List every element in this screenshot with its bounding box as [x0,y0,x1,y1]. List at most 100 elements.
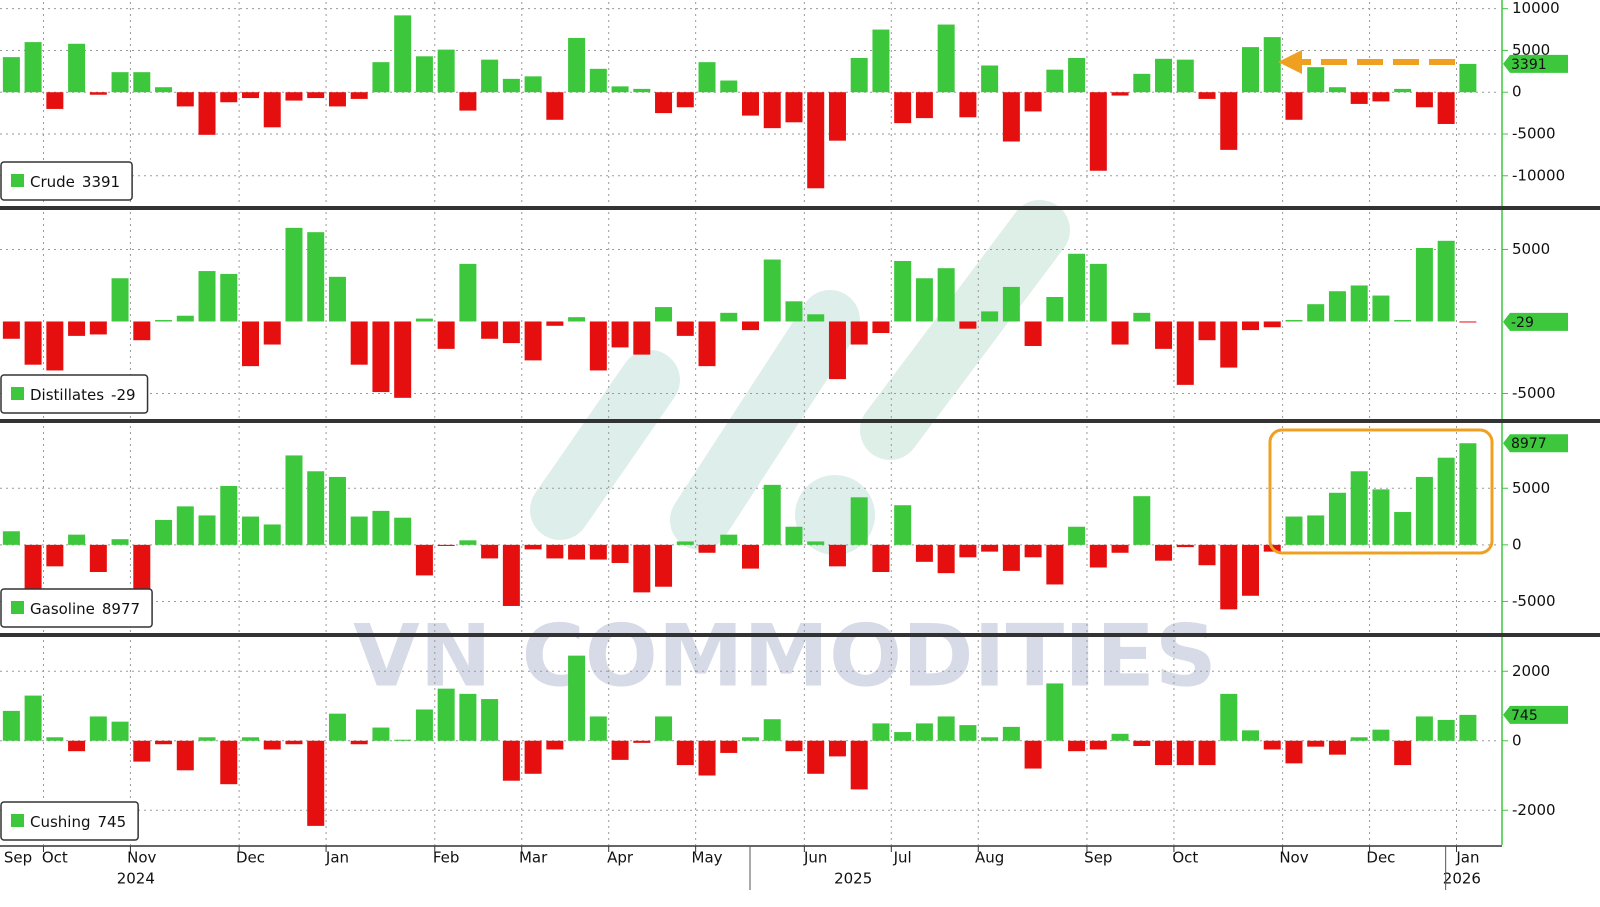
bar [1155,544,1173,561]
bar [785,526,803,545]
bar [981,544,999,552]
bar [1285,92,1303,120]
legend-value: 8977 [102,600,140,618]
bar [328,713,346,741]
bar [285,227,303,322]
legend-name: Gasoline [30,600,95,618]
bar [437,688,455,741]
panel-separator [0,633,1600,637]
bar [155,320,173,322]
bar [1394,88,1412,93]
bar [459,693,477,741]
bar [1307,515,1325,545]
x-tick-label: Jun [803,849,827,867]
bar [350,92,368,99]
bar [1155,58,1173,93]
bar [502,321,520,344]
legend-name: Cushing [30,813,91,831]
bar [1459,63,1477,93]
bar [1133,740,1151,746]
bar [285,455,303,545]
bar [763,719,781,741]
bar [1176,321,1194,385]
bar [676,740,694,766]
bar [1285,516,1303,545]
bar [546,92,564,120]
bar [68,534,86,545]
bar [785,92,803,123]
bar [1350,471,1368,545]
bar [1415,716,1433,741]
bar [1002,286,1020,322]
bar [1068,740,1086,752]
value-tag [1503,54,1568,73]
bar [524,544,542,550]
bar [68,43,86,93]
bar [328,92,346,107]
bar [1089,263,1107,322]
bar [915,92,933,119]
bar [676,321,694,336]
bar [263,524,281,545]
bar [742,92,759,116]
bar [850,57,868,93]
bar [763,92,781,129]
bar [720,80,738,93]
bar [1220,92,1238,150]
legend-swatch [11,814,24,827]
bar [1024,321,1042,346]
bar [2,531,20,545]
bar [1046,544,1064,585]
panel-separator [0,206,1600,210]
bar [111,539,129,545]
bar [155,740,173,745]
bar [1089,544,1107,568]
y-tick-label: 5000 [1512,41,1550,59]
bar [89,716,107,741]
bar [307,92,325,99]
annotation-arrowhead [1278,50,1302,74]
x-tick-label: Jan [1455,849,1479,867]
bar [589,321,607,371]
bar [915,544,933,562]
bar [633,88,651,93]
bar [1459,443,1477,545]
bar [850,321,868,345]
legend-label: Gasoline 8977 [30,600,140,618]
bar [1372,92,1390,102]
bar [1394,740,1412,766]
bar [415,318,433,322]
bar [220,740,238,785]
bar [894,260,912,322]
bar [459,540,477,545]
bar [872,321,890,334]
bar [481,699,499,741]
bar [502,740,520,781]
bar [437,544,455,546]
bar [1372,729,1390,741]
bar [46,544,64,567]
bar [1263,321,1281,328]
bar [524,740,542,774]
bar [1220,321,1238,368]
x-tick-label: Oct [1172,849,1198,867]
x-tick-label: Apr [607,849,634,867]
bar [1285,320,1303,322]
y-tick-label: -10000 [1512,166,1565,184]
bar [481,544,499,559]
bar [394,15,412,93]
bar [1437,240,1455,322]
bar [915,723,933,741]
bar [307,740,325,826]
bar [1415,92,1433,108]
bar [872,723,890,741]
bar [1198,321,1216,341]
bar [1089,740,1107,750]
bar [981,737,999,741]
bar [263,740,281,750]
bar [589,716,607,741]
bar [285,92,303,101]
bar [807,740,825,774]
y-tick-label: -2000 [1512,801,1556,819]
